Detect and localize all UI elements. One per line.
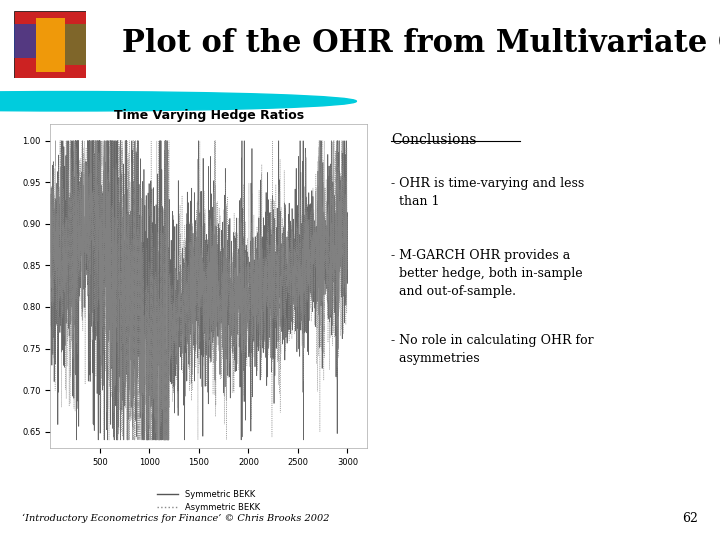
Text: - No role in calculating OHR for
  asymmetries: - No role in calculating OHR for asymmet… <box>391 334 593 364</box>
Circle shape <box>0 91 356 111</box>
Bar <box>14 24 36 58</box>
Text: - M-GARCH OHR provides a
  better hedge, both in-sample
  and out-of-sample.: - M-GARCH OHR provides a better hedge, b… <box>391 249 582 298</box>
Bar <box>36 17 65 71</box>
Text: Conclusions: Conclusions <box>391 133 477 147</box>
Title: Time Varying Hedge Ratios: Time Varying Hedge Ratios <box>114 109 304 122</box>
Text: Plot of the OHR from Multivariate GARCH: Plot of the OHR from Multivariate GARCH <box>122 28 720 59</box>
Text: 62: 62 <box>683 512 698 525</box>
Text: ‘Introductory Econometrics for Finance’ © Chris Brooks 2002: ‘Introductory Econometrics for Finance’ … <box>22 514 329 523</box>
Legend: Symmetric BEKK, Asymmetric BEKK: Symmetric BEKK, Asymmetric BEKK <box>154 487 264 515</box>
Bar <box>65 24 86 65</box>
Text: - OHR is time-varying and less
  than 1: - OHR is time-varying and less than 1 <box>391 177 584 208</box>
